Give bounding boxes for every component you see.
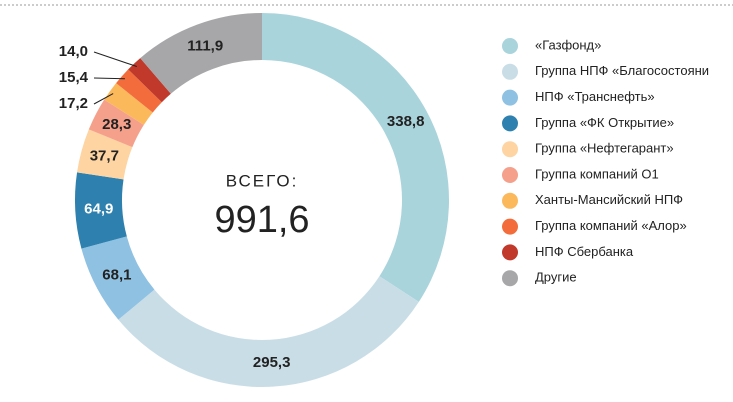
donut-segment	[116, 69, 162, 113]
legend-label: Группа НПФ «Благосостояни	[535, 63, 709, 78]
legend-swatch	[502, 244, 518, 261]
leader-line	[93, 77, 125, 80]
donut-segment	[75, 172, 127, 249]
legend-swatch	[502, 167, 518, 183]
legend-swatch	[502, 89, 518, 106]
value-label: 295,3	[253, 354, 291, 371]
value-label: 68,1	[102, 266, 131, 283]
legend-swatch	[502, 63, 518, 80]
value-label: 17,2	[59, 95, 88, 112]
center-label: ВСЕГО:	[226, 171, 299, 190]
legend-swatch	[502, 218, 518, 235]
value-label: 15,4	[59, 69, 89, 86]
legend-label: НПФ «Транснефть»	[535, 89, 655, 104]
legend-label: Группа «Нефтегарант»	[535, 141, 674, 156]
leader-line	[93, 51, 137, 67]
value-label: 28,3	[102, 116, 131, 133]
value-label: 111,9	[187, 38, 223, 55]
donut-segment	[140, 13, 262, 94]
value-label: 37,7	[90, 148, 119, 165]
legend-swatch	[502, 38, 518, 54]
value-label: 64,9	[84, 200, 113, 217]
donut-segment	[104, 83, 153, 125]
value-label: 338,8	[387, 113, 425, 130]
value-label: 14,0	[59, 43, 88, 60]
legend-label: Группа компаний «Алор»	[535, 218, 687, 233]
legend-swatch	[502, 115, 518, 132]
donut-segment	[118, 276, 419, 387]
legend-swatch	[502, 270, 518, 287]
legend-label: Группа компаний О1	[535, 166, 659, 181]
donut-segment	[77, 129, 133, 180]
donut-segment	[128, 58, 171, 103]
donut-segment	[262, 13, 449, 302]
legend-label: НПФ Сбербанка	[535, 244, 634, 259]
legend-swatch	[502, 141, 518, 158]
legend-label: Другие	[535, 270, 577, 285]
legend-label: «Газфонд»	[535, 37, 601, 52]
legend-label: Группа «ФК Открытие»	[535, 115, 674, 130]
legend-swatch	[502, 192, 518, 209]
donut-segment	[88, 99, 144, 148]
center-total: 991,6	[214, 199, 309, 241]
donut-segment	[81, 236, 155, 320]
leader-line	[93, 93, 114, 105]
legend-label: Ханты-Мансийский НПФ	[535, 192, 683, 207]
